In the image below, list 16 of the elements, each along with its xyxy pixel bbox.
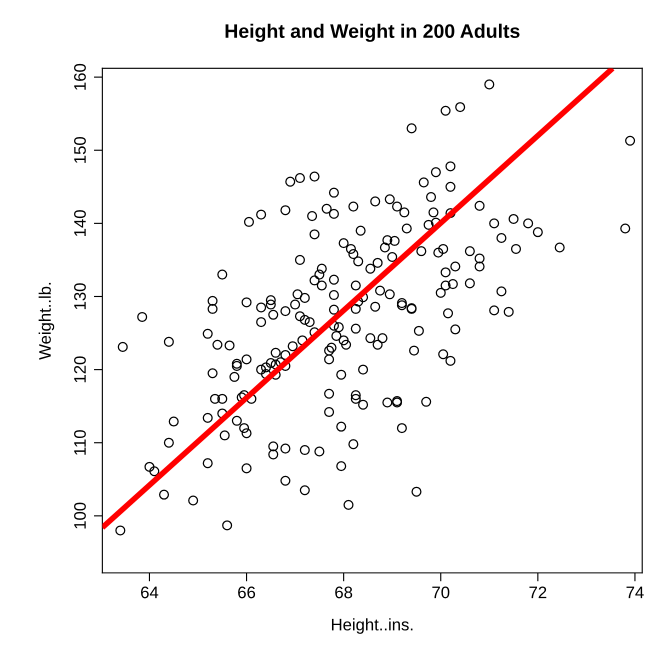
y-tick-label: 100	[74, 502, 86, 528]
x-tick-label: 70	[432, 586, 450, 598]
y-tick-label: 140	[74, 210, 86, 236]
x-tick-label: 74	[626, 586, 644, 598]
y-tick-label: 160	[74, 64, 86, 90]
y-tick-label: 110	[74, 430, 86, 455]
x-tick-label: 66	[238, 586, 256, 598]
y-axis-title: Weight..lb.	[38, 282, 54, 360]
x-tick-label: 68	[335, 586, 352, 598]
x-tick-label: 72	[529, 586, 546, 598]
chart-title: Height and Weight in 200 Adults	[226, 24, 520, 42]
x-tick-label: 64	[141, 586, 158, 598]
y-tick-label: 150	[74, 136, 86, 163]
y-tick-label: 130	[74, 283, 86, 310]
y-tick-label: 120	[74, 356, 86, 382]
x-axis-title: Height..ins.	[332, 618, 412, 634]
